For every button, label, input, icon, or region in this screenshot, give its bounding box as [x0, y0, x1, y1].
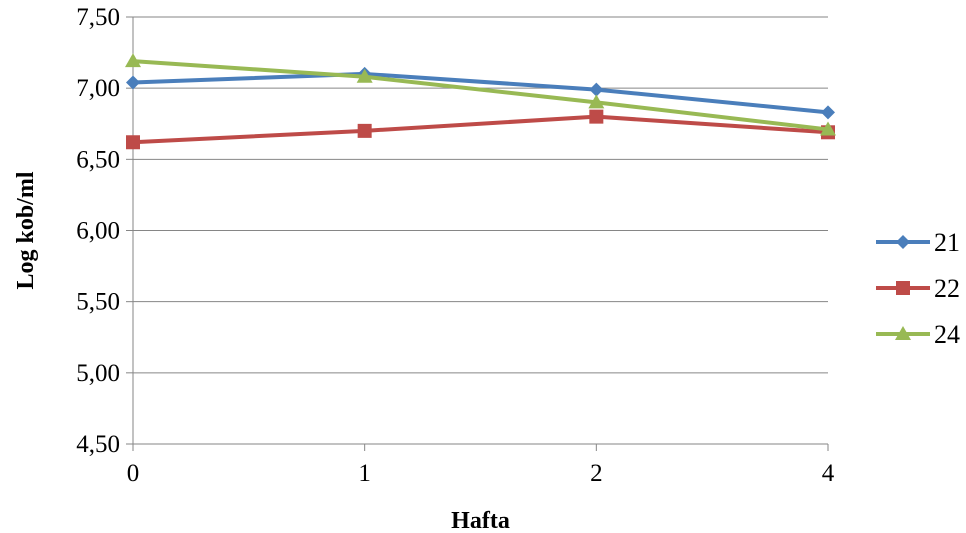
series-line	[132, 114, 829, 145]
data-point-marker	[589, 82, 604, 97]
data-point-marker	[895, 326, 911, 340]
legend-item: 22	[876, 274, 960, 303]
legend: 21 22 24	[876, 228, 960, 349]
x-axis-title: Hafta	[451, 508, 510, 533]
data-point-marker	[357, 123, 372, 138]
series-line	[132, 59, 829, 132]
x-tick-labels: 0 1 2 4	[127, 460, 835, 487]
legend-label: 24	[934, 320, 960, 349]
series-lines	[125, 53, 836, 150]
y-tick-label: 6,50	[76, 146, 120, 173]
legend-label: 22	[934, 274, 960, 303]
y-tick-labels: 4,50 5,00 5,50 6,00 6,50 7,00 7,50	[76, 4, 120, 458]
y-tick-label: 6,00	[76, 218, 120, 245]
data-point-marker	[821, 105, 835, 120]
data-point-marker	[896, 281, 910, 295]
data-point-marker	[125, 53, 141, 68]
data-point-marker	[820, 121, 836, 136]
x-tick-label: 1	[358, 460, 371, 487]
data-point-marker	[896, 235, 910, 249]
legend-label: 21	[934, 228, 960, 257]
gridlines	[133, 16, 828, 374]
series-22	[126, 109, 835, 150]
data-point-marker	[589, 109, 604, 124]
data-point-marker	[356, 68, 373, 83]
x-tick-label: 2	[590, 460, 603, 487]
y-tick-label: 5,50	[76, 289, 120, 316]
y-tick-label: 5,00	[76, 360, 120, 387]
y-tick-label: 7,50	[76, 4, 120, 31]
series-21	[126, 66, 835, 120]
series-line	[132, 71, 829, 115]
x-tick-label: 0	[127, 460, 140, 487]
series-24	[125, 53, 836, 136]
data-point-marker	[126, 135, 140, 150]
x-tick-label: 4	[822, 460, 835, 487]
y-tick-label: 4,50	[76, 431, 120, 458]
y-tick-label: 7,00	[76, 75, 120, 102]
data-point-marker	[126, 75, 140, 90]
y-axis-title: Log kob/ml	[13, 171, 39, 289]
legend-item: 21	[876, 228, 960, 257]
data-point-marker	[588, 94, 605, 109]
legend-item: 24	[876, 320, 960, 349]
